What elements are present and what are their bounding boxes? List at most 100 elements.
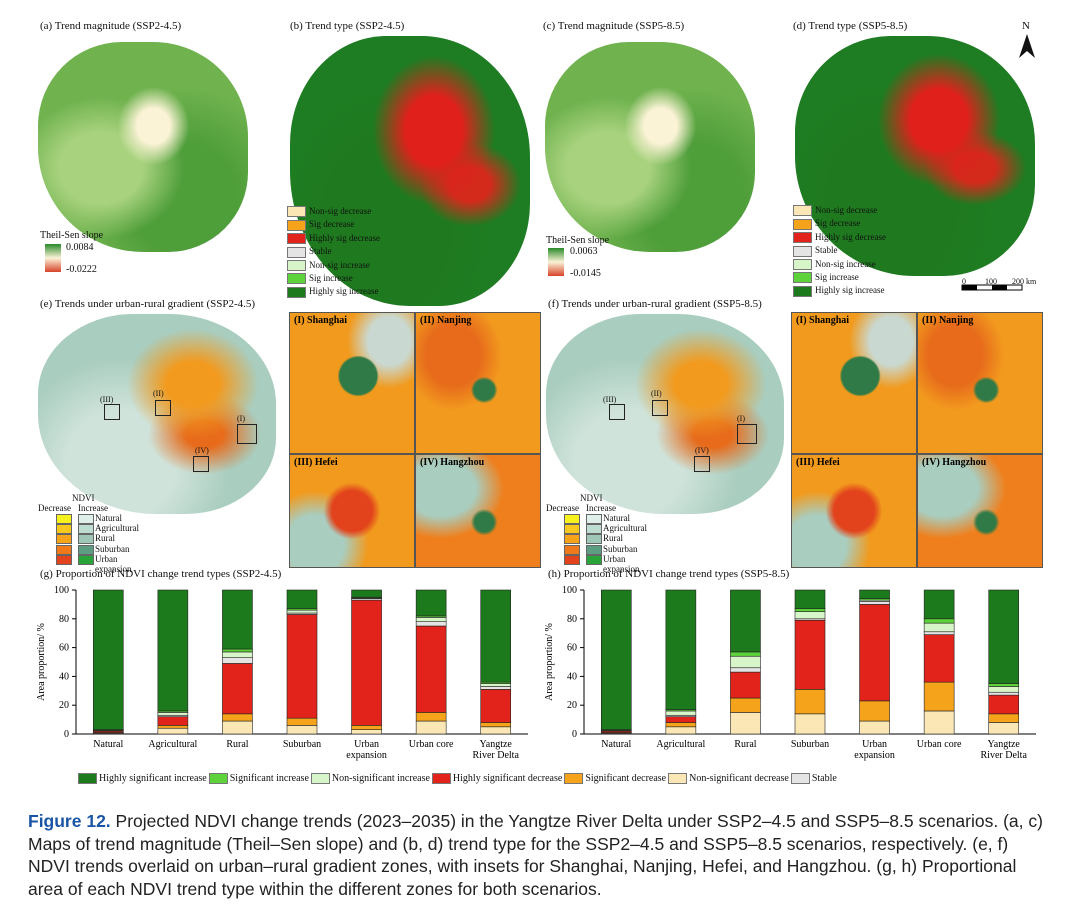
inset-label: (IV) Hangzhou — [420, 457, 485, 468]
zone-label: Natural — [603, 513, 630, 523]
y-tick-label: 100 — [54, 585, 69, 596]
x-tick-label: Yangtze River Delta — [981, 739, 1028, 761]
x-tick-label: Yangtze River Delta — [473, 739, 520, 761]
legend-swatch — [287, 246, 306, 258]
y-tick-label: 0 — [572, 729, 577, 740]
y-tick-label: 100 — [562, 585, 577, 596]
bar-segment — [794, 689, 826, 715]
bar-segment — [794, 589, 826, 610]
bottom-legend: Highly significant increase Significant i… — [78, 773, 1038, 785]
inset-label: (II) Nanjing — [420, 315, 472, 326]
legend-label: Sig increase — [309, 273, 353, 283]
panel-a-title: (a) Trend magnitude (SSP2-4.5) — [40, 20, 182, 32]
legend-label: Non-sig increase — [309, 259, 370, 270]
north-label: N — [1022, 20, 1030, 32]
map-c-trend-magnitude — [545, 42, 755, 252]
legend-item: Stable — [793, 245, 838, 257]
x-tick-label: Urban core — [917, 739, 962, 750]
chart-g: 0 20 40 60 80 100 Area proportion/ % Natural Agr… — [36, 585, 528, 761]
marker-box-iv-f — [694, 456, 710, 472]
caption-text: Projected NDVI change trends (2023–2035)… — [28, 811, 1043, 899]
map-a-trend-magnitude — [38, 42, 248, 252]
caption-label: Figure 12. — [28, 811, 111, 831]
zone-label: Urban expansion — [603, 553, 640, 574]
bar-segment — [415, 720, 447, 735]
bar-segment — [794, 619, 826, 690]
legend-item: Stable — [287, 246, 332, 258]
legend-swatch — [793, 245, 812, 257]
y-tick-label: 40 — [59, 671, 69, 682]
bar-segment — [222, 713, 253, 722]
panel-h-title: (h) Proportion of NDVI change trend type… — [548, 568, 790, 580]
zone-swatch-decrease — [564, 554, 580, 565]
legend-item: Sig increase — [287, 273, 353, 285]
bottom-legend-swatch — [668, 773, 688, 785]
slope-legend-a-min: -0.0222 — [66, 264, 97, 275]
legend-swatch — [287, 233, 306, 245]
bar-segment — [92, 589, 124, 730]
inset-nanjing-f: (II) Nanjing — [917, 312, 1043, 454]
inset-label: (III) Hefei — [294, 457, 338, 468]
inset-label: (II) Nanjing — [922, 315, 974, 326]
bar-segment — [730, 697, 761, 713]
legend-label: Stable — [815, 245, 838, 256]
x-tick-label: Urban expansion — [346, 739, 387, 761]
inset-label: (III) Hefei — [796, 457, 840, 468]
bar-segment — [480, 686, 512, 690]
bottom-legend-label: Highly significant increase — [99, 773, 207, 784]
x-tick-label: Rural — [734, 739, 756, 750]
marker-iv-e: (IV) — [195, 446, 209, 455]
zone-label: Rural — [603, 533, 623, 544]
scale-label-100: 100 — [985, 277, 997, 286]
bar-segment — [415, 589, 447, 617]
marker-iv-f: (IV) — [695, 446, 709, 455]
zone-swatch-decrease — [564, 514, 580, 524]
marker-box-iv-e — [193, 456, 209, 472]
legend-item: Highly sig increase — [287, 286, 378, 298]
zone-swatch-increase — [586, 534, 602, 545]
marker-box-ii-e — [155, 400, 171, 416]
inset-shanghai-f: (I) Shanghai — [791, 312, 917, 454]
bar-segment — [351, 725, 382, 730]
x-tick-label: Urban expansion — [854, 739, 895, 761]
bar-segment — [157, 589, 189, 712]
legend-swatch — [793, 285, 812, 297]
bar-segment — [859, 604, 890, 702]
zone-legend-decrease: Decrease — [546, 503, 579, 513]
bar-segment — [480, 722, 512, 728]
bar-segment — [415, 621, 447, 627]
y-tick-label: 80 — [59, 614, 69, 625]
y-axis-label: Area proportion/ % — [544, 623, 555, 701]
legend-swatch — [287, 260, 306, 272]
zone-swatch-increase — [78, 554, 94, 565]
x-tick-label: Natural — [93, 739, 123, 750]
chart-h: 0 20 40 60 80 100 Area proportion/ % Natural Agr… — [544, 585, 1036, 761]
legend-label: Sig increase — [815, 272, 859, 282]
bar-segment — [988, 713, 1020, 723]
legend-label: Non-sig increase — [815, 258, 876, 269]
zone-legend-increase: Increase — [78, 503, 108, 513]
y-tick-label: 40 — [567, 671, 577, 682]
bar-segment — [665, 710, 697, 716]
bottom-legend-label: Non-significant increase — [331, 773, 430, 784]
bar-segment — [415, 625, 447, 713]
legend-swatch — [793, 218, 812, 230]
bottom-legend-item: Significant increase — [208, 773, 309, 785]
bar-segment — [730, 671, 761, 699]
legend-swatch — [287, 219, 306, 231]
legend-item: Highly sig decrease — [793, 232, 886, 244]
bar-segment — [157, 725, 189, 729]
x-tick-label: Agricultural — [148, 739, 197, 750]
bar-segment — [222, 657, 253, 664]
marker-box-i-f — [737, 424, 757, 444]
bar-segment — [480, 589, 512, 683]
zone-legend-title: NDVI — [72, 493, 95, 503]
bar-segment — [923, 681, 955, 712]
marker-box-iii-e — [104, 404, 120, 420]
zone-label: Rural — [95, 533, 115, 544]
panel-c-title: (c) Trend magnitude (SSP5-8.5) — [543, 20, 685, 32]
zone-legend-title: NDVI — [580, 493, 603, 503]
legend-swatch — [793, 205, 812, 217]
bar-segment — [730, 655, 761, 669]
bar-segment — [859, 720, 890, 735]
